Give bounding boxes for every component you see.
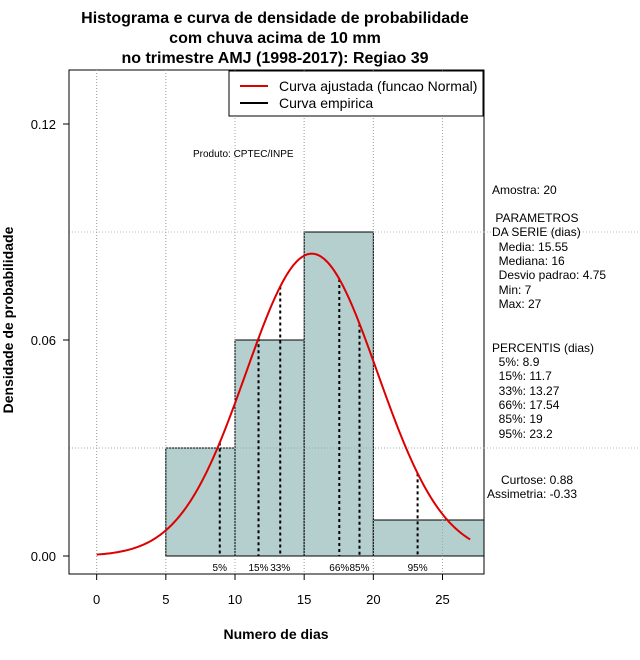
parametros-line-1: PARAMETROS	[492, 211, 578, 225]
produto-label: Produto: CPTEC/INPE	[193, 149, 294, 160]
legend-label-empirical: Curva empirica	[279, 95, 373, 111]
x-tick-label: 25	[435, 592, 449, 607]
y-tick-label: 0.06	[31, 333, 56, 348]
histogram-bar	[372, 519, 485, 557]
y-axis-label: Densidade de probabilidade	[0, 226, 16, 413]
percentis-line-6: 85%: 19	[492, 412, 543, 426]
parametros-line-2: DA SERIE (dias)	[492, 225, 581, 239]
percentis-line-1: PERCENTIS (dias)	[492, 341, 594, 355]
legend-label-fitted: Curva ajustada (funcao Normal)	[279, 78, 477, 94]
x-tick-label: 20	[366, 592, 380, 607]
percentile-label: 85%	[349, 563, 369, 574]
amostra-label: Amostra: 20	[492, 183, 557, 197]
percentile-lines	[218, 279, 419, 556]
percentis-line-5: 66%: 17.54	[492, 398, 560, 412]
percentile-label: 66%	[329, 563, 349, 574]
chart-title-line-2: com chuva acima de 10 mm	[169, 30, 381, 47]
chart-title-line-3: no trimestre AMJ (1998-2017): Regiao 39	[121, 50, 428, 67]
percentile-label: 15%	[249, 563, 269, 574]
legend-box	[228, 70, 484, 117]
legend: Curva ajustada (funcao Normal) Curva emp…	[228, 70, 484, 117]
y-axis: 0.00 0.06 0.12	[31, 117, 70, 564]
x-tick-label: 10	[228, 592, 242, 607]
percentile-label: 33%	[270, 563, 290, 574]
normal-curve-line	[96, 252, 471, 556]
parametros-line-5: Desvio padrao: 4.75	[492, 268, 606, 282]
percentis-line-7: 95%: 23.2	[492, 427, 553, 441]
percentile-labels: 5% 15% 33% 66% 85% 95%	[213, 563, 428, 574]
x-axis-label: Numero de dias	[223, 626, 328, 642]
percentis-line-3: 15%: 11.7	[492, 369, 552, 383]
parametros-line-3: Media: 15.55	[492, 240, 568, 254]
percentile-label: 5%	[213, 563, 228, 574]
parametros-line-4: Mediana: 16	[492, 254, 565, 268]
assimetria-label: Assimetria: -0.33	[487, 487, 577, 501]
statistics-panel: Amostra: 20 PARAMETROS DA SERIE (dias) M…	[487, 183, 606, 501]
chart-title-line-1: Histograma e curva de densidade de proba…	[81, 10, 469, 27]
y-tick-label: 0.00	[31, 549, 56, 564]
curtose-label: Curtose: 0.88	[501, 473, 573, 487]
x-tick-label: 15	[297, 592, 311, 607]
y-tick-label: 0.12	[31, 117, 56, 132]
parametros-line-6: Min: 7	[492, 283, 532, 297]
chart-title: Histograma e curva de densidade de proba…	[81, 10, 469, 67]
parametros-line-7: Max: 27	[492, 297, 542, 311]
x-tick-label: 0	[93, 592, 100, 607]
x-tick-label: 5	[162, 592, 169, 607]
histogram-bars	[69, 70, 485, 574]
percentis-line-4: 33%: 13.27	[492, 384, 560, 398]
histogram-bar	[165, 447, 236, 557]
percentis-line-2: 5%: 8.9	[492, 355, 540, 369]
percentile-label: 95%	[408, 563, 428, 574]
x-axis: 0 5 10 15 20 25	[93, 573, 450, 607]
